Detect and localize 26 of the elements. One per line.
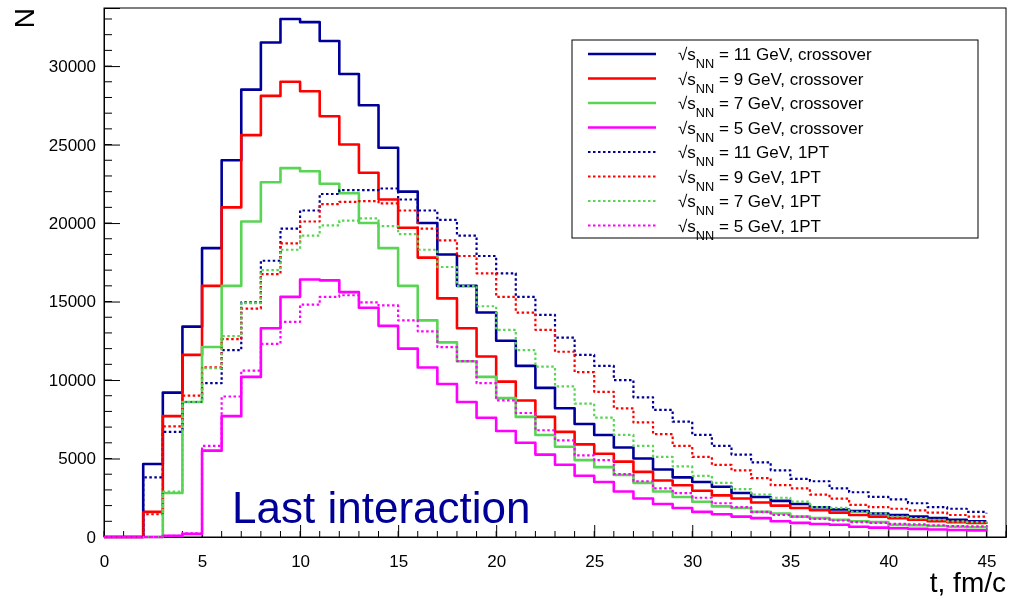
y-tick-label: 10000 [48, 370, 96, 390]
y-tick-label: 30000 [48, 57, 96, 77]
annotation: Last interaction [232, 483, 531, 532]
x-tick-label: 30 [683, 552, 703, 572]
y-tick-label: 25000 [48, 135, 96, 155]
legend-label: √s$_{NN}$ = 5 GeV, 1PT [678, 216, 821, 242]
legend-label: √s$_{NN}$ = 11 GeV, crossover [678, 45, 872, 71]
y-tick-label: 20000 [48, 213, 96, 233]
y-tick-label: 5000 [58, 449, 96, 469]
legend-label: √s$_{NN}$ = 5 GeV, crossover [678, 118, 864, 144]
x-tick-label: 0 [99, 552, 110, 572]
y-axis-title: N [9, 8, 40, 29]
y-tick-label: 0 [86, 527, 96, 547]
legend-label: √s$_{NN}$ = 7 GeV, crossover [678, 94, 864, 120]
x-tick-label: 10 [291, 552, 311, 572]
x-tick-label: 25 [585, 552, 605, 572]
legend-label: √s$_{NN}$ = 9 GeV, 1PT [678, 167, 821, 193]
legend-label: √s$_{NN}$ = 11 GeV, 1PT [678, 143, 830, 169]
legend-label: √s$_{NN}$ = 7 GeV, 1PT [678, 192, 821, 218]
x-tick-label: 40 [879, 552, 899, 572]
x-tick-label: 5 [197, 552, 208, 572]
x-tick-label: 15 [389, 552, 409, 572]
x-tick-label: 35 [781, 552, 801, 572]
x-tick-label: 20 [487, 552, 507, 572]
y-tick-label: 15000 [48, 292, 96, 312]
legend-label: √s$_{NN}$ = 9 GeV, crossover [678, 69, 864, 95]
